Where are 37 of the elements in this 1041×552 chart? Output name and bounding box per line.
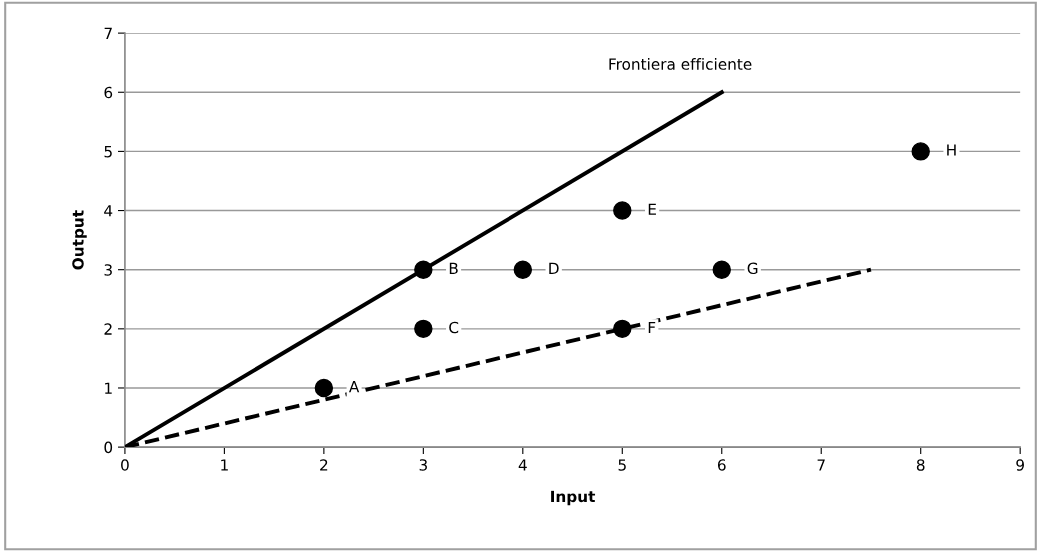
x-tick-label: 4 [518, 459, 527, 471]
y-tick-label: 2 [104, 323, 112, 335]
text: Frontiera efficiente [609, 58, 752, 70]
y-tick-label: 6 [104, 86, 113, 99]
x-tick-label: 6 [717, 459, 726, 471]
y-tick-label: 7 [104, 27, 112, 39]
annotation: C [449, 321, 459, 334]
annotation: B [449, 262, 458, 274]
annotation: G [747, 262, 758, 275]
point [414, 260, 433, 279]
y-tick-label: 4 [104, 205, 113, 217]
x-axis-title: Input [551, 490, 596, 506]
y-tick-label: 3 [104, 264, 112, 276]
point [911, 142, 930, 161]
y-tick-label: 5 [104, 146, 112, 158]
x-tick-label: 3 [419, 459, 427, 471]
annotation: F [648, 321, 656, 334]
x-tick-label: 8 [916, 459, 925, 471]
point [712, 260, 731, 279]
y-tick-label: 0 [104, 441, 113, 454]
y-axis-title: Output [72, 210, 87, 270]
point [613, 201, 632, 220]
y-tick-label: 1 [105, 382, 112, 394]
x-tick-label: 0 [121, 459, 129, 471]
point [414, 319, 433, 339]
point [513, 260, 533, 279]
annotation: H [947, 144, 956, 156]
annotation: E [648, 203, 656, 215]
annotation: D [549, 262, 559, 274]
x-tick-label: 2 [320, 459, 328, 471]
x-tick-label: 1 [221, 459, 228, 471]
annotation: A [348, 381, 360, 393]
x-tick-label: 5 [618, 459, 626, 471]
point [613, 319, 632, 339]
point [314, 378, 334, 398]
x-tick-label: 9 [1016, 459, 1024, 471]
x-tick-label: 7 [817, 459, 825, 471]
